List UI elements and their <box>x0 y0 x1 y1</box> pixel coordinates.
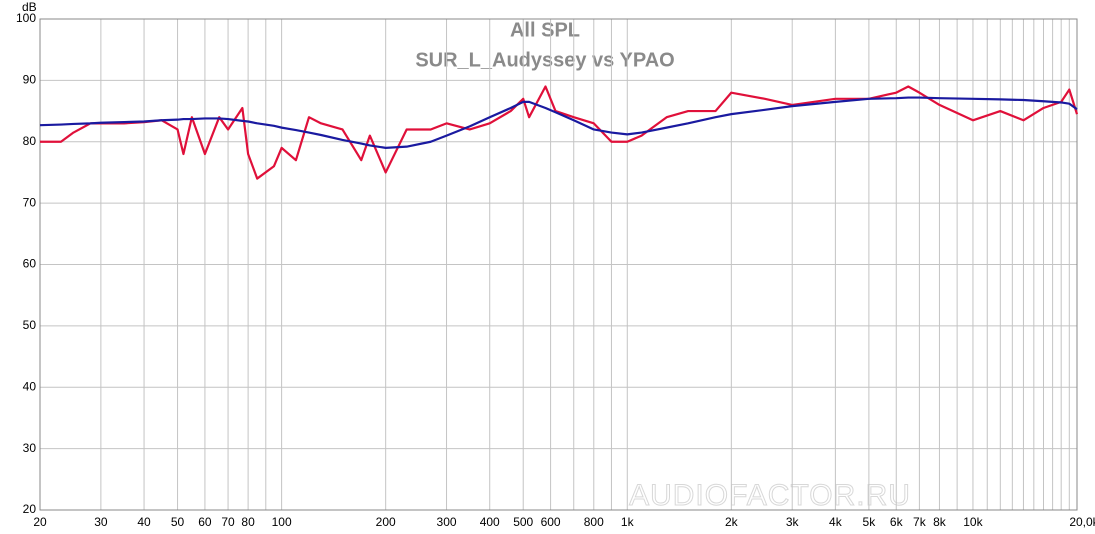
y-tick-label: 50 <box>23 318 37 332</box>
x-tick-label: 4k <box>829 515 843 529</box>
x-tick-label: 3k <box>786 515 800 529</box>
x-tick-label: 300 <box>437 515 457 529</box>
y-axis-label: dB <box>22 0 37 14</box>
series-line <box>40 85 1079 180</box>
x-tick-label: 5k <box>863 515 877 529</box>
watermark: AUDIOFACTOR.RU <box>629 479 911 512</box>
x-tick-label: 50 <box>171 515 185 529</box>
x-tick-label: 400 <box>480 515 500 529</box>
x-tick-label: 60 <box>198 515 212 529</box>
chart-title: All SPL <box>510 19 580 41</box>
y-tick-label: 20 <box>23 502 37 516</box>
x-tick-label: 20,0k Hz <box>1069 515 1095 529</box>
y-tick-label: 40 <box>23 379 37 393</box>
x-tick-label: 200 <box>376 515 396 529</box>
x-tick-label: 2k <box>725 515 739 529</box>
x-tick-label: 10k <box>963 515 983 529</box>
x-tick-label: 80 <box>241 515 255 529</box>
x-tick-label: 70 <box>221 515 235 529</box>
series-line <box>39 96 1078 149</box>
x-tick-label: 8k <box>933 515 947 529</box>
x-tick-label: 30 <box>94 515 108 529</box>
chart-subtitle: SUR_L_Audyssey vs YPAO <box>415 49 674 71</box>
x-tick-label: 40 <box>137 515 151 529</box>
plot-frame <box>39 18 1078 511</box>
x-tick-label: 600 <box>541 515 561 529</box>
x-tick-label: 7k <box>913 515 927 529</box>
y-tick-label: 70 <box>23 195 37 209</box>
x-tick-label: 20 <box>33 515 47 529</box>
x-tick-label: 800 <box>584 515 604 529</box>
x-tick-label: 500 <box>513 515 533 529</box>
x-tick-label: 100 <box>272 515 292 529</box>
y-tick-label: 60 <box>23 257 37 271</box>
y-tick-label: 90 <box>23 73 37 87</box>
y-tick-label: 30 <box>23 441 37 455</box>
y-tick-label: 100 <box>16 11 36 25</box>
x-tick-label: 1k <box>621 515 635 529</box>
y-tick-label: 80 <box>23 134 37 148</box>
x-tick-label: 6k <box>890 515 904 529</box>
